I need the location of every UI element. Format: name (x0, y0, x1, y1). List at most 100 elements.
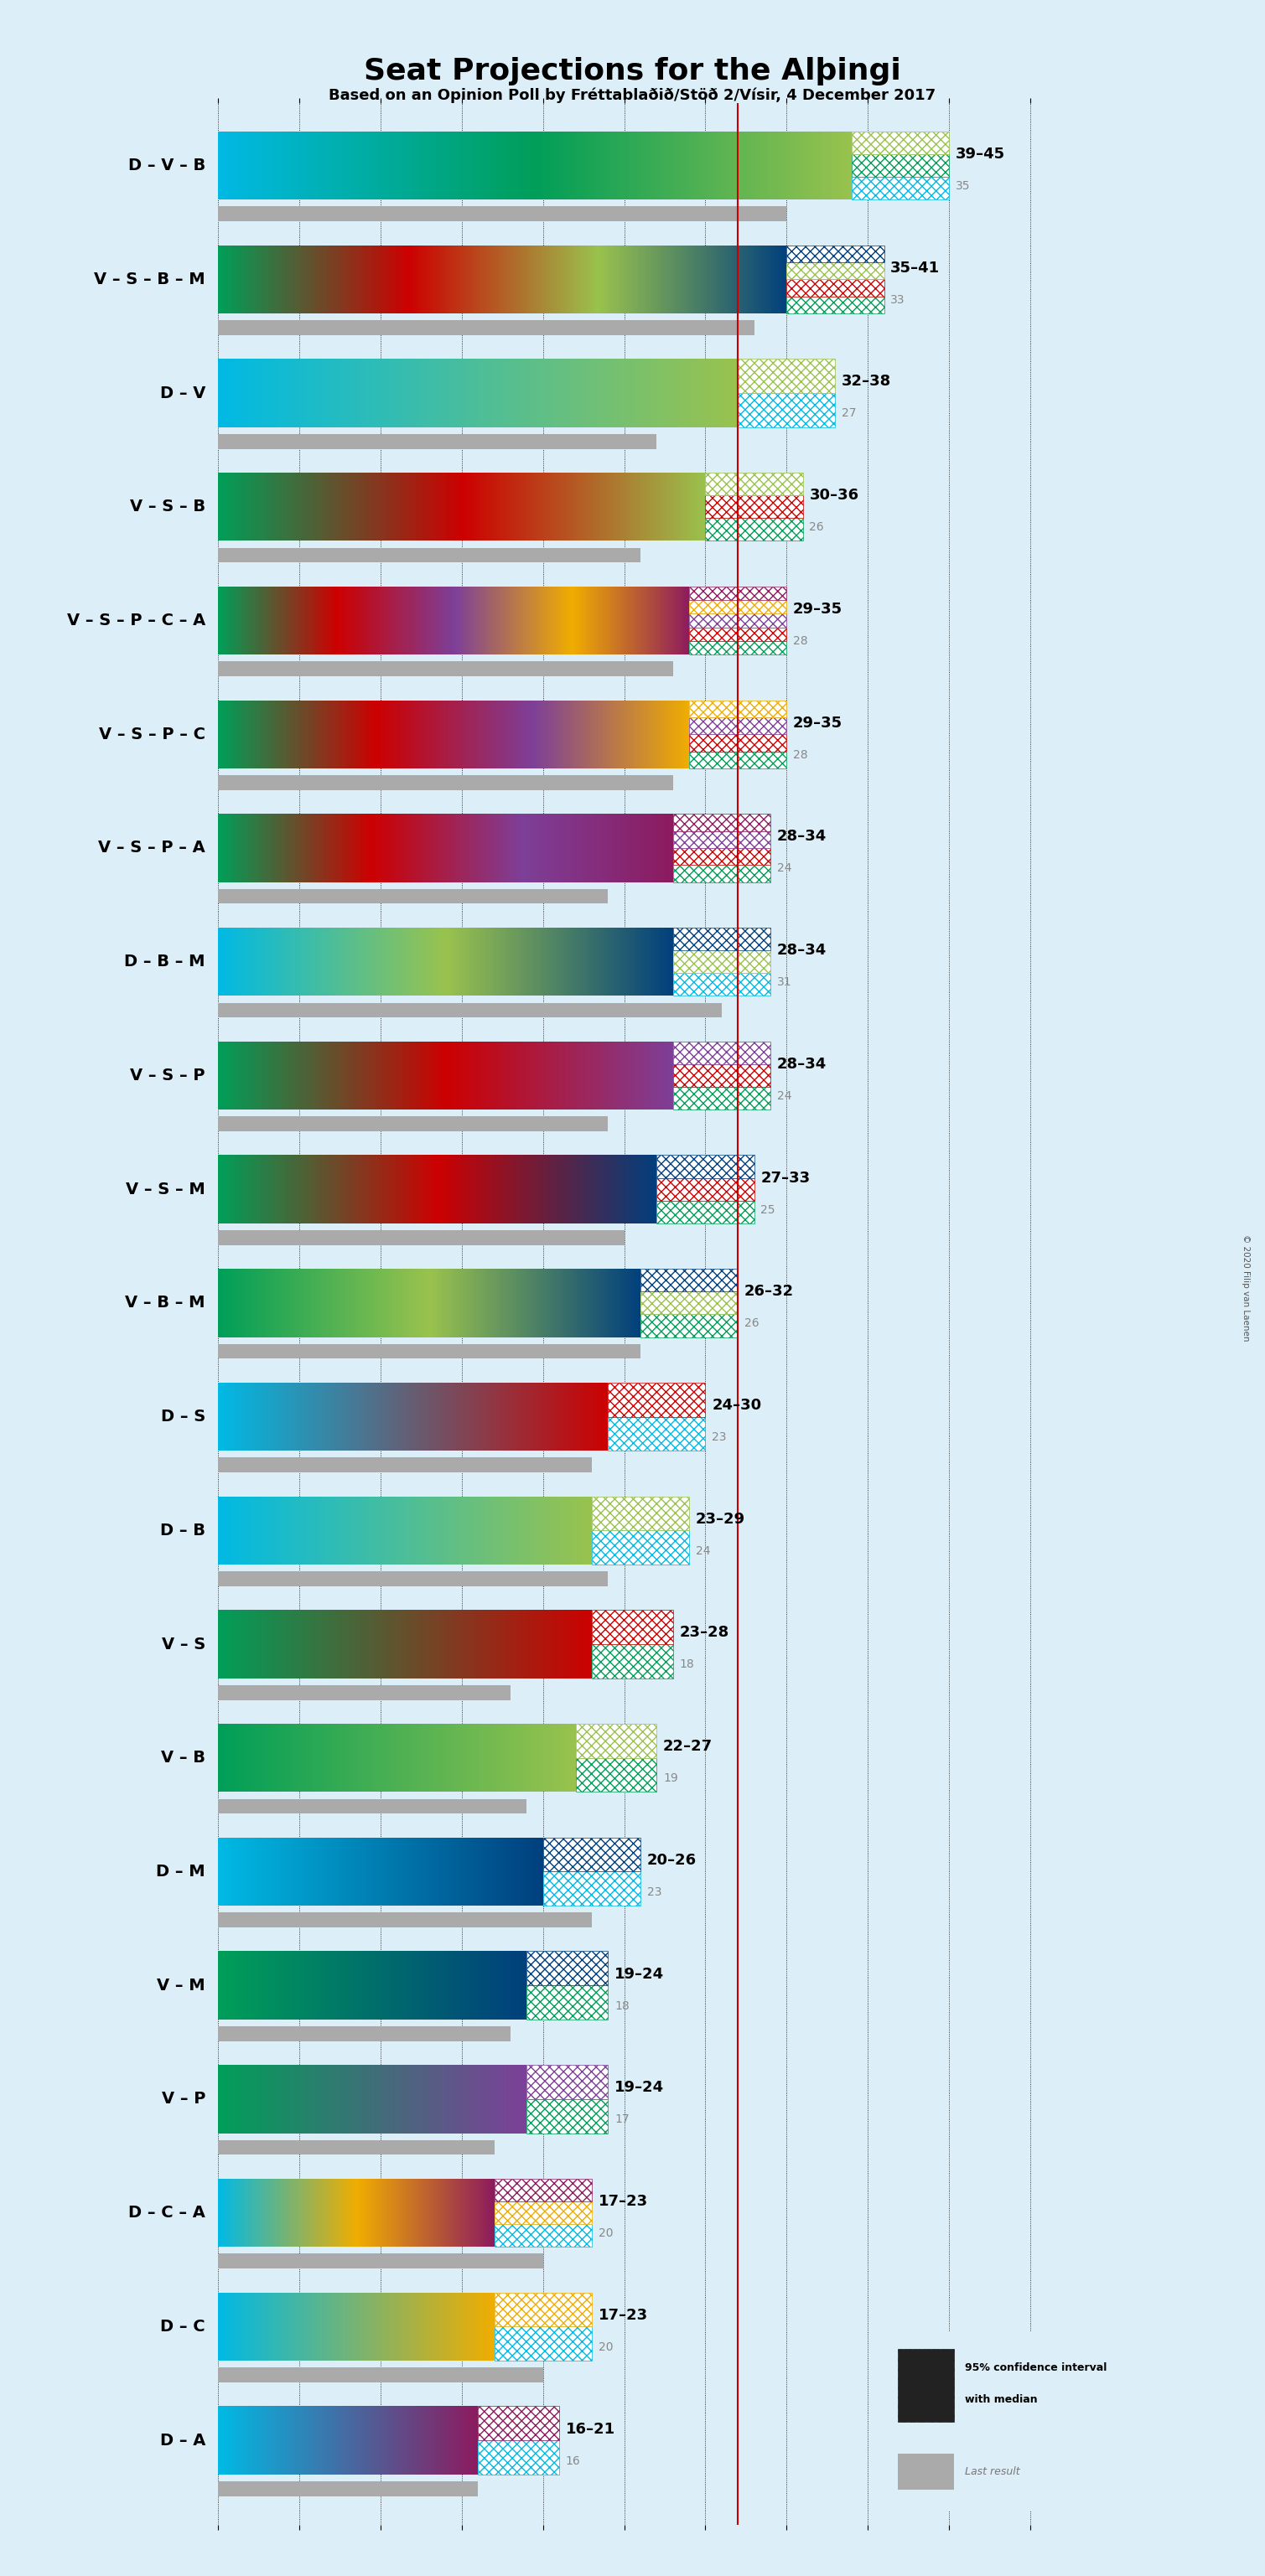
Bar (640, 245, 643, 314)
Bar (483, 927, 484, 997)
Bar (607, 701, 610, 768)
Bar (510, 701, 512, 768)
Bar (553, 1041, 555, 1110)
Bar (531, 131, 533, 201)
Bar (555, 701, 558, 768)
Bar (689, 716, 787, 734)
Bar (301, 1041, 304, 1110)
Bar (382, 927, 383, 997)
Bar (402, 814, 404, 881)
Bar (783, 245, 784, 314)
Bar (367, 587, 369, 654)
Bar (245, 1270, 247, 1337)
Bar (358, 131, 359, 201)
Bar (597, 1041, 598, 1110)
Bar (769, 131, 772, 201)
Bar (304, 358, 305, 428)
Bar (453, 814, 454, 881)
Bar (233, 471, 234, 541)
Bar (673, 587, 676, 654)
Bar (526, 131, 529, 201)
Bar (459, 1154, 460, 1224)
Bar (314, 1270, 315, 1337)
Bar (449, 814, 450, 881)
Bar (366, 1383, 367, 1450)
Bar (447, 927, 449, 997)
Bar (305, 358, 306, 428)
Bar (330, 1383, 331, 1450)
Bar (245, 927, 247, 997)
Bar (219, 2367, 543, 2383)
Bar (231, 1383, 233, 1450)
Bar (242, 701, 243, 768)
Bar (321, 701, 324, 768)
Bar (563, 471, 564, 541)
Bar (735, 131, 737, 201)
Bar (640, 814, 641, 881)
Bar (626, 1270, 627, 1337)
Bar (495, 701, 496, 768)
Bar (272, 1383, 273, 1450)
Bar (630, 131, 632, 201)
Bar (621, 587, 624, 654)
Bar (651, 131, 653, 201)
Bar (330, 1041, 331, 1110)
Bar (434, 1270, 435, 1337)
Bar (483, 471, 484, 541)
Bar (264, 245, 266, 314)
Bar (660, 927, 663, 997)
Bar (454, 701, 455, 768)
Bar (519, 1383, 520, 1450)
Bar (611, 358, 614, 428)
Bar (591, 1383, 592, 1450)
Bar (253, 1154, 254, 1224)
Bar (405, 471, 406, 541)
Bar (438, 1270, 439, 1337)
Bar (717, 358, 719, 428)
Bar (443, 814, 444, 881)
Bar (572, 1383, 573, 1450)
Bar (264, 701, 266, 768)
Bar (300, 701, 301, 768)
Bar (573, 1383, 574, 1450)
Bar (655, 1154, 657, 1224)
Bar (406, 701, 409, 768)
Bar (621, 131, 624, 201)
Bar (358, 471, 359, 541)
Bar (376, 814, 377, 881)
Bar (223, 814, 224, 881)
Bar (526, 1270, 528, 1337)
Bar (414, 358, 416, 428)
Bar (535, 1041, 536, 1110)
Bar (318, 1383, 319, 1450)
Bar (497, 245, 498, 314)
Bar (479, 587, 481, 654)
Bar (592, 927, 595, 997)
Bar (406, 927, 407, 997)
Bar (286, 587, 287, 654)
Bar (495, 1270, 496, 1337)
Bar (534, 1383, 535, 1450)
Bar (276, 1041, 277, 1110)
Bar (257, 814, 258, 881)
Bar (397, 1041, 398, 1110)
Bar (682, 358, 684, 428)
Bar (219, 131, 220, 201)
Bar (678, 701, 679, 768)
Bar (258, 1383, 259, 1450)
Bar (572, 471, 574, 541)
Bar (276, 587, 278, 654)
Bar (625, 587, 626, 654)
Bar (488, 587, 490, 654)
Bar (219, 358, 220, 428)
Bar (659, 131, 662, 201)
Bar (325, 1270, 326, 1337)
Bar (253, 1383, 254, 1450)
Bar (617, 587, 619, 654)
Text: 29–35: 29–35 (793, 716, 842, 732)
Bar (581, 358, 582, 428)
Bar (454, 1383, 455, 1450)
Bar (466, 358, 468, 428)
Bar (592, 1643, 673, 1680)
Bar (463, 358, 464, 428)
